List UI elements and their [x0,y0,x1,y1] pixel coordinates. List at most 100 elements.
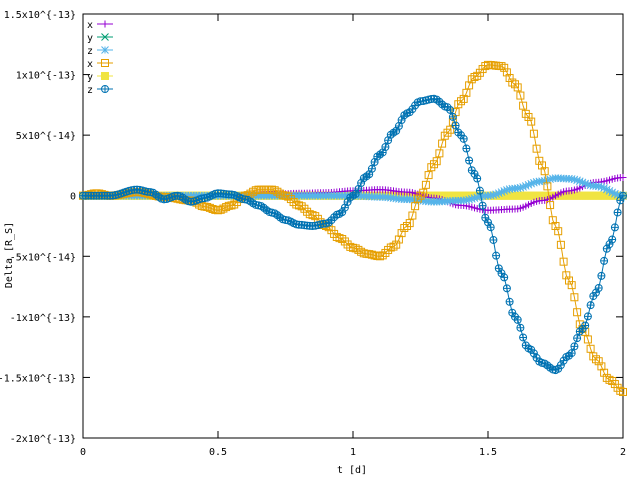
y-tick-label: 0 [70,192,76,203]
data-point [605,187,614,195]
data-point [484,218,492,227]
data-point [516,323,525,332]
data-point [527,179,536,188]
data-point [494,189,503,198]
data-point [570,293,579,302]
data-point [268,185,276,194]
data-point [519,333,528,342]
data-point [394,235,403,244]
data-point [505,297,514,306]
data-point [500,187,509,195]
x-tick-label: 1 [350,447,356,458]
data-point [400,223,409,232]
y-tick-label: 1x10^{-13} [16,71,76,82]
data-point [397,229,406,238]
data-point [567,281,576,290]
data-point [551,222,560,230]
y-tick-label: -2x10^{-13} [10,434,76,445]
data-point [424,171,433,180]
data-point [476,192,484,201]
data-point [438,139,447,148]
data-point [540,177,549,185]
data-point [203,202,212,211]
data-point [473,174,482,183]
data-point [421,180,430,189]
data-point [556,240,565,249]
x-axis: 0 0.5 1 1.5 2 [80,14,626,458]
data-point [486,191,495,200]
data-point [451,121,460,130]
data-point [370,251,379,260]
y-axis-label: Delta [R_S] [4,222,15,288]
data-point [473,193,482,202]
data-point [351,189,360,198]
series-line [83,98,624,371]
legend-label: x [87,20,93,31]
data-point [497,269,506,278]
data-point [378,251,387,260]
data-point [516,91,525,100]
data-point [500,63,509,72]
x-tick-label: 0 [80,447,86,458]
data-point [546,201,555,210]
data-point [608,188,617,197]
data-point [492,190,500,199]
data-point [478,201,487,210]
data-point [597,362,606,371]
data-point [489,235,498,244]
data-point [219,204,228,213]
data-point [346,242,355,251]
data-point [300,204,309,213]
data-point [465,195,473,204]
data-point [594,182,603,191]
data-point [578,178,587,187]
data-point [419,188,428,197]
data-point [462,196,471,204]
data-point [451,108,460,117]
data-point [365,250,374,259]
data-point [459,94,468,103]
data-point [251,186,260,195]
series-layer [79,60,627,396]
data-point [573,176,581,185]
legend-label: x [87,59,93,70]
data-point [497,62,506,71]
y-tick-label: -5x10^{-14} [10,252,76,263]
legend-marker [101,59,109,67]
data-point [505,73,514,82]
data-point [284,192,293,201]
data-point [297,202,306,211]
data-point [357,247,366,256]
data-point [411,202,420,211]
data-point [208,204,217,213]
data-point [570,175,579,184]
series-5 [79,94,627,375]
data-point [586,344,595,353]
data-point [359,249,368,258]
data-point [486,223,495,232]
data-point [524,180,533,189]
data-point [502,68,511,77]
data-point [532,144,541,153]
legend-label: y [87,33,93,44]
data-point [532,178,541,186]
data-point [403,222,411,230]
data-point [519,183,527,191]
data-point [575,177,584,186]
data-point [605,375,614,384]
data-point [562,271,571,280]
data-point [589,352,598,361]
data-point [492,251,501,260]
plot-border [82,13,624,439]
data-point [600,256,609,265]
data-point [530,178,538,187]
data-point [467,195,476,203]
data-point [613,190,622,199]
y-axis: 1.5x10^{-13} 1x10^{-13} 5x10^{-14} 0 -5x10^{… [0,10,623,445]
data-point [592,355,600,364]
legend-label: y [87,72,93,83]
data-point [584,180,592,189]
data-point [513,315,522,324]
data-point [470,194,479,202]
